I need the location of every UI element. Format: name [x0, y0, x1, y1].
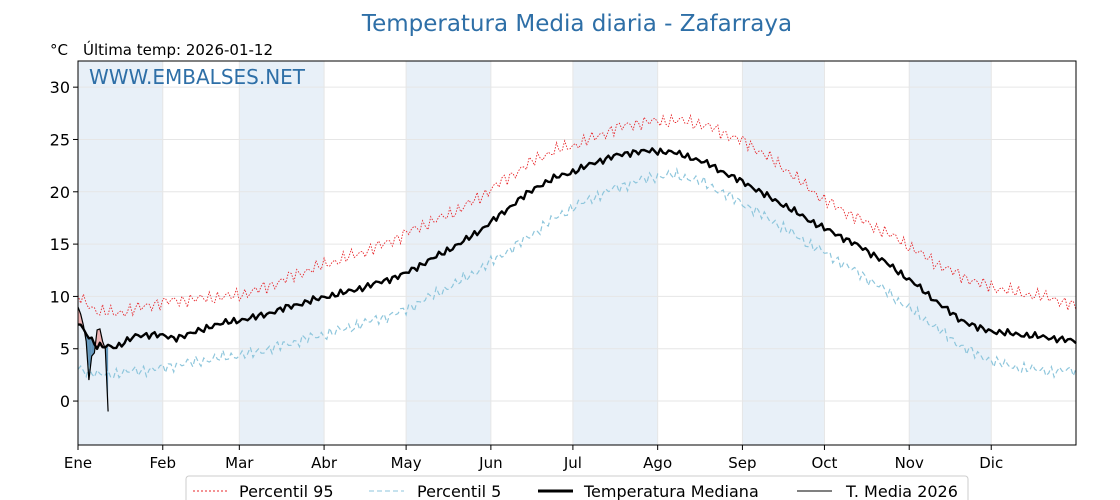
y-tick-label: 5: [60, 340, 70, 359]
month-band-may: [406, 61, 491, 445]
x-tick-label: Ago: [643, 454, 672, 472]
legend-label-median: Temperatura Mediana: [583, 482, 759, 500]
x-tick-label: Ene: [64, 454, 92, 472]
legend-box: [185, 475, 969, 500]
y-tick-label: 30: [50, 78, 70, 97]
y-tick-label: 0: [60, 392, 70, 411]
x-tick-label: Jun: [478, 454, 502, 472]
series-line-2026: [77, 306, 109, 412]
legend-label-2026: T. Media 2026: [845, 482, 958, 500]
x-tick-label: Oct: [811, 454, 837, 472]
x-axis: Ene Feb Mar Abr May Jun Jul Ago Sep Oct Nov Dic: [64, 445, 1003, 472]
watermark: WWW.EMBALSES.NET: [89, 65, 306, 89]
fill-above-median: [78, 306, 81, 326]
legend: Percentil 95 Percentil 5 Temperatura Med…: [185, 475, 969, 500]
y-axis-unit-label: °C: [50, 41, 68, 59]
legend-label-p95: Percentil 95: [239, 482, 334, 500]
month-band-jul: [572, 61, 658, 445]
series-line-p95: [77, 113, 1077, 318]
month-band-ene: [78, 61, 163, 445]
month-band-sep: [742, 61, 825, 445]
y-tick-label: 25: [50, 130, 70, 149]
last-temp-subtitle: Última temp: 2026-01-12: [83, 40, 273, 59]
plot-frame: [77, 60, 1077, 446]
y-tick-label: 20: [50, 183, 70, 202]
x-tick-label: Nov: [895, 454, 924, 472]
x-tick-label: May: [391, 454, 422, 472]
month-bands: [78, 61, 992, 445]
x-tick-label: Jul: [563, 454, 582, 472]
series-line-median: [77, 147, 1077, 351]
y-tick-label: 10: [50, 287, 70, 306]
y-axis: 0 5 10 15 20 25 30: [50, 78, 78, 411]
y-tick-label: 15: [50, 235, 70, 254]
series-lines: [77, 113, 1077, 412]
gridlines: [77, 61, 1076, 445]
x-tick-label: Mar: [225, 454, 254, 472]
month-band-nov: [909, 61, 992, 445]
x-tick-label: Sep: [728, 454, 756, 472]
x-tick-label: Dic: [979, 454, 1003, 472]
chart-title: Temperatura Media diaria - Zafarraya: [361, 11, 792, 37]
series-line-p5: [77, 167, 1077, 379]
x-tick-label: Feb: [149, 454, 176, 472]
x-tick-label: Abr: [311, 454, 338, 472]
month-band-mar: [239, 61, 325, 445]
legend-label-p5: Percentil 5: [417, 482, 501, 500]
